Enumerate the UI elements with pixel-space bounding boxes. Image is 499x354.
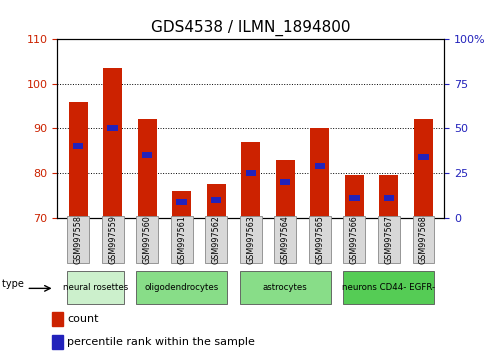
- Bar: [241, 142, 260, 218]
- Bar: [413, 216, 434, 263]
- Text: GSM997559: GSM997559: [108, 215, 117, 264]
- Bar: [68, 102, 88, 218]
- Bar: [73, 143, 83, 149]
- Bar: [206, 216, 227, 263]
- Text: cell type: cell type: [0, 279, 24, 289]
- Bar: [172, 191, 191, 218]
- Bar: [107, 125, 118, 131]
- Bar: [349, 195, 360, 200]
- Bar: [414, 119, 433, 218]
- Bar: [280, 179, 290, 185]
- Bar: [207, 184, 226, 218]
- Bar: [246, 170, 256, 176]
- Bar: [171, 216, 193, 263]
- Text: GSM997567: GSM997567: [384, 215, 393, 264]
- Text: GSM997562: GSM997562: [212, 215, 221, 264]
- Bar: [384, 195, 394, 200]
- Bar: [138, 119, 157, 218]
- Bar: [314, 164, 325, 169]
- Bar: [211, 197, 222, 203]
- Bar: [240, 271, 331, 304]
- Text: GSM997558: GSM997558: [73, 215, 83, 264]
- Text: GSM997561: GSM997561: [177, 215, 186, 264]
- Text: neural rosettes: neural rosettes: [63, 283, 128, 292]
- Bar: [52, 312, 63, 326]
- Bar: [142, 152, 152, 158]
- Text: count: count: [67, 314, 99, 324]
- Text: astrocytes: astrocytes: [263, 283, 308, 292]
- Bar: [102, 216, 124, 263]
- Bar: [378, 216, 400, 263]
- Text: oligodendrocytes: oligodendrocytes: [145, 283, 219, 292]
- Bar: [136, 216, 158, 263]
- Bar: [343, 216, 365, 263]
- Bar: [67, 271, 124, 304]
- Bar: [345, 175, 364, 218]
- Text: neurons CD44- EGFR-: neurons CD44- EGFR-: [342, 283, 436, 292]
- Text: GSM997560: GSM997560: [143, 215, 152, 264]
- Bar: [52, 335, 63, 349]
- Bar: [343, 271, 434, 304]
- Bar: [67, 216, 89, 263]
- Text: GSM997568: GSM997568: [419, 215, 428, 264]
- Bar: [274, 216, 296, 263]
- Bar: [136, 271, 227, 304]
- Title: GDS4538 / ILMN_1894800: GDS4538 / ILMN_1894800: [151, 20, 350, 36]
- Bar: [309, 216, 331, 263]
- Bar: [240, 216, 261, 263]
- Bar: [103, 68, 122, 218]
- Bar: [379, 175, 398, 218]
- Bar: [276, 160, 295, 218]
- Bar: [418, 154, 429, 160]
- Bar: [177, 199, 187, 205]
- Bar: [310, 129, 329, 218]
- Text: GSM997566: GSM997566: [350, 215, 359, 264]
- Text: percentile rank within the sample: percentile rank within the sample: [67, 337, 255, 347]
- Text: GSM997563: GSM997563: [246, 215, 255, 264]
- Text: GSM997564: GSM997564: [281, 215, 290, 264]
- Text: GSM997565: GSM997565: [315, 215, 324, 264]
